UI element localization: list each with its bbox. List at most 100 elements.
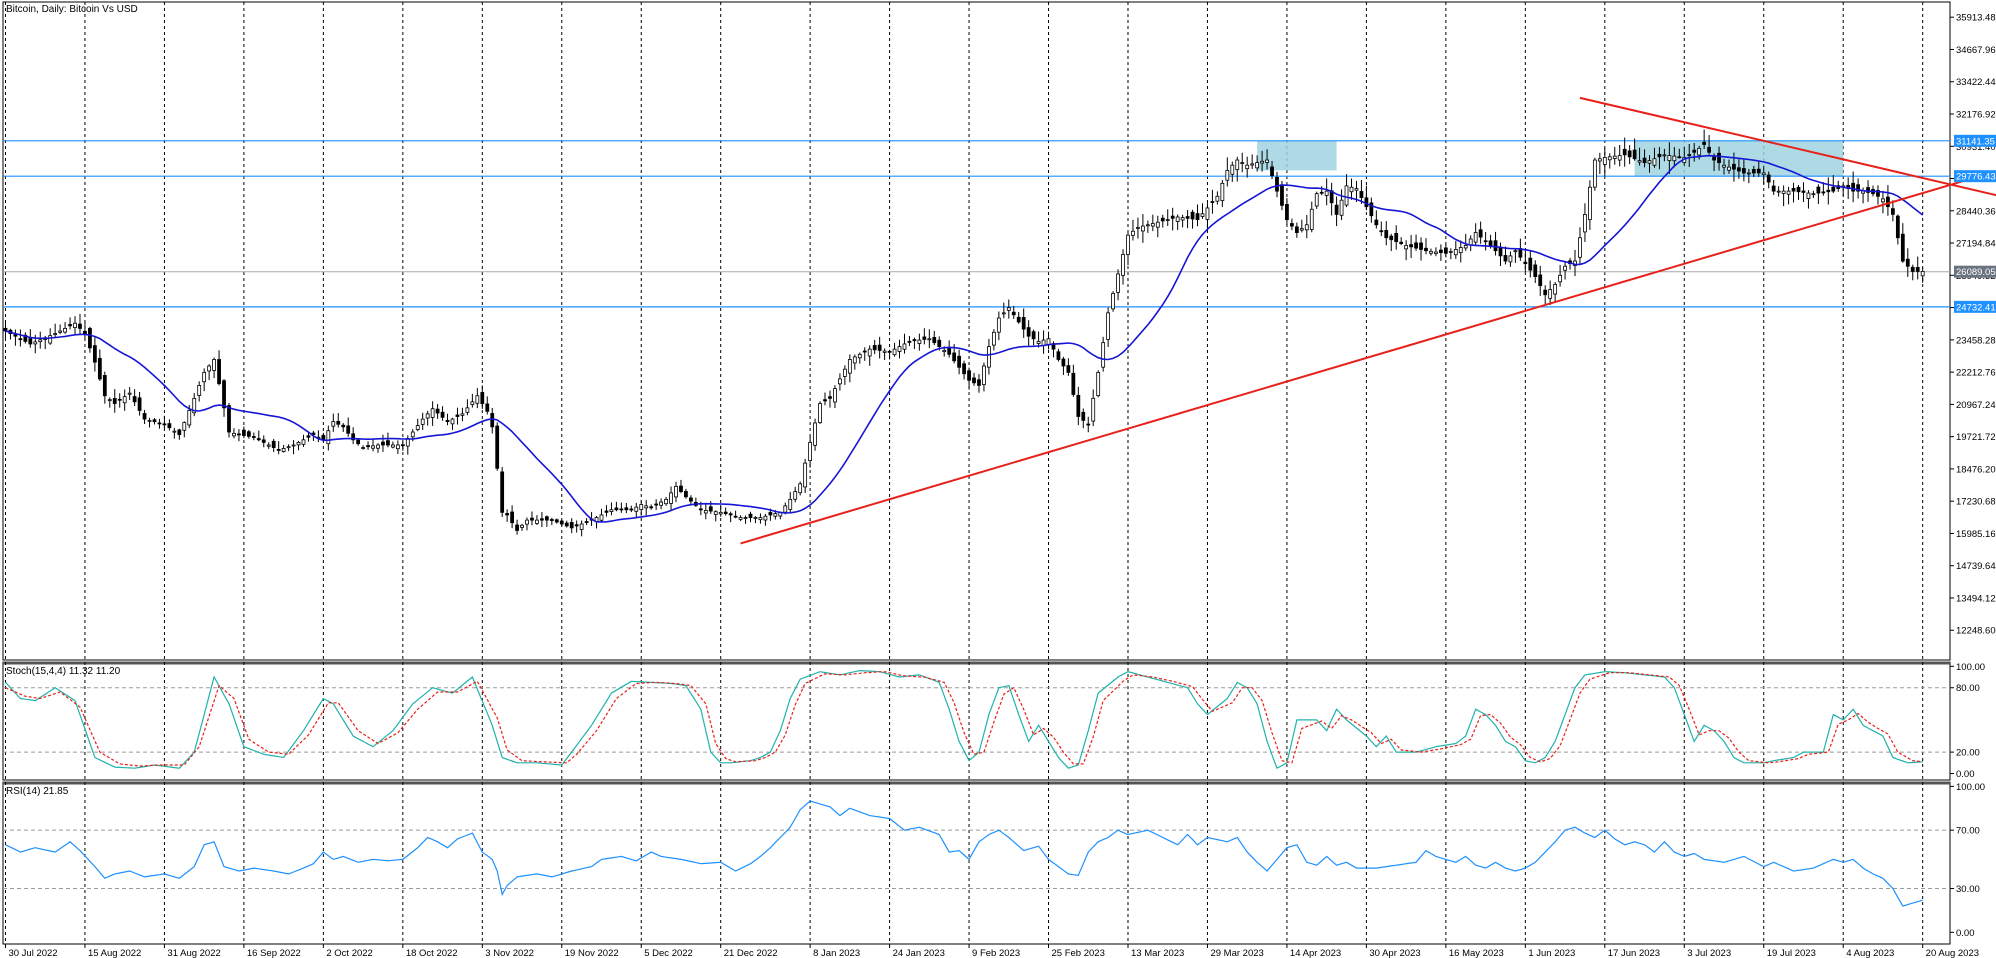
y-tick-label: 32176.92 bbox=[1956, 109, 1996, 120]
candle-body bbox=[619, 508, 624, 511]
candle-body bbox=[1597, 158, 1602, 162]
candle-body bbox=[1160, 217, 1165, 222]
candle-body bbox=[629, 508, 634, 511]
x-tick-label: 3 Nov 2022 bbox=[485, 948, 534, 958]
candle-body bbox=[614, 507, 619, 511]
candle-body bbox=[847, 359, 852, 374]
candle-body bbox=[266, 444, 271, 447]
candle-body bbox=[311, 432, 316, 436]
candle-body bbox=[1086, 423, 1091, 426]
candle-body bbox=[937, 339, 942, 347]
candle-body bbox=[1771, 185, 1776, 192]
candle-body bbox=[654, 503, 659, 506]
stoch-y-tick-label: 100.00 bbox=[1956, 662, 1985, 673]
candle-body bbox=[1285, 204, 1289, 221]
candle-body bbox=[291, 444, 296, 447]
x-tick-label: 1 Jun 2023 bbox=[1528, 948, 1575, 958]
candle-body bbox=[892, 348, 897, 356]
x-tick-label: 17 Jun 2023 bbox=[1608, 948, 1660, 958]
candle-body bbox=[1344, 185, 1349, 206]
candle-body bbox=[1021, 317, 1026, 330]
candle-body bbox=[1612, 155, 1617, 159]
candle-body bbox=[664, 498, 668, 505]
x-tick-label: 19 Nov 2022 bbox=[565, 948, 619, 958]
candle-body bbox=[356, 439, 361, 445]
candle-body bbox=[1245, 164, 1250, 170]
candle-body bbox=[862, 350, 867, 353]
candle-body bbox=[1136, 226, 1140, 229]
candle-body bbox=[237, 433, 241, 436]
candle-body bbox=[1473, 232, 1478, 243]
candle-body bbox=[410, 431, 415, 438]
candle-body bbox=[1503, 255, 1508, 262]
candle-body bbox=[1419, 242, 1423, 250]
candle-body bbox=[1399, 241, 1404, 244]
y-tick-label: 18476.20 bbox=[1956, 464, 1996, 475]
candle-body bbox=[838, 378, 842, 385]
trendline bbox=[740, 170, 1996, 545]
candle-body bbox=[102, 375, 107, 397]
candle-body bbox=[1811, 193, 1816, 196]
candle-body bbox=[1791, 188, 1796, 192]
candle-body bbox=[1235, 159, 1240, 171]
candle-body bbox=[455, 414, 460, 417]
candle-body bbox=[1513, 250, 1518, 253]
candle-body bbox=[1707, 146, 1711, 153]
candle-body bbox=[301, 439, 306, 445]
candle-body bbox=[1652, 158, 1657, 166]
candle-body bbox=[1011, 311, 1016, 316]
candle-body bbox=[167, 423, 172, 429]
candle-body bbox=[425, 413, 430, 419]
candle-body bbox=[1404, 245, 1409, 250]
x-tick-label: 15 Aug 2022 bbox=[88, 948, 141, 958]
candle-body bbox=[341, 424, 346, 428]
candle-body bbox=[823, 399, 827, 402]
candle-body bbox=[1900, 233, 1905, 262]
candle-body bbox=[1756, 168, 1761, 174]
resistance-zone bbox=[1257, 140, 1337, 171]
candle-body bbox=[1746, 172, 1751, 175]
candle-body bbox=[1483, 240, 1488, 243]
main-panel-frame bbox=[2, 1, 1951, 661]
candle-body bbox=[1165, 219, 1170, 222]
candle-body bbox=[326, 430, 331, 445]
candle-body bbox=[391, 444, 395, 448]
candle-body bbox=[1866, 187, 1870, 193]
candle-body bbox=[336, 420, 341, 425]
candle-body bbox=[1766, 174, 1771, 183]
candle-body bbox=[674, 486, 678, 498]
candle-body bbox=[142, 413, 147, 420]
candle-body bbox=[1915, 266, 1920, 272]
candle-body bbox=[137, 397, 142, 411]
y-tick-label: 35913.48 bbox=[1956, 13, 1996, 24]
candle-body bbox=[1185, 216, 1190, 219]
candle-body bbox=[1786, 190, 1791, 195]
candle-body bbox=[1389, 235, 1394, 241]
stoch-y-tick-label: 80.00 bbox=[1956, 683, 1980, 694]
candle-body bbox=[1920, 271, 1925, 277]
candle-body bbox=[1121, 254, 1125, 276]
y-tick-label: 23458.28 bbox=[1956, 335, 1996, 346]
candle-body bbox=[470, 401, 475, 405]
x-tick-label: 20 Aug 2023 bbox=[1926, 948, 1979, 958]
candle-body bbox=[996, 317, 1001, 333]
y-tick-label: 15985.16 bbox=[1956, 529, 1996, 540]
x-tick-label: 30 Jul 2022 bbox=[8, 948, 57, 958]
candle-body bbox=[485, 403, 490, 412]
candle-body bbox=[1781, 190, 1786, 194]
x-tick-label: 16 Sep 2022 bbox=[247, 948, 301, 958]
candle-body bbox=[887, 350, 892, 353]
candle-body bbox=[1697, 147, 1702, 156]
candle-body bbox=[1583, 214, 1587, 233]
candle-body bbox=[1354, 188, 1359, 191]
candle-body bbox=[604, 510, 609, 513]
candle-body bbox=[882, 350, 887, 353]
candle-body bbox=[842, 368, 847, 377]
candle-body bbox=[1439, 249, 1443, 254]
candle-body bbox=[450, 418, 455, 425]
candle-body bbox=[33, 341, 38, 345]
candle-body bbox=[1662, 154, 1667, 157]
candle-body bbox=[793, 491, 798, 500]
candle-body bbox=[1056, 351, 1061, 360]
candle-body bbox=[505, 513, 510, 516]
